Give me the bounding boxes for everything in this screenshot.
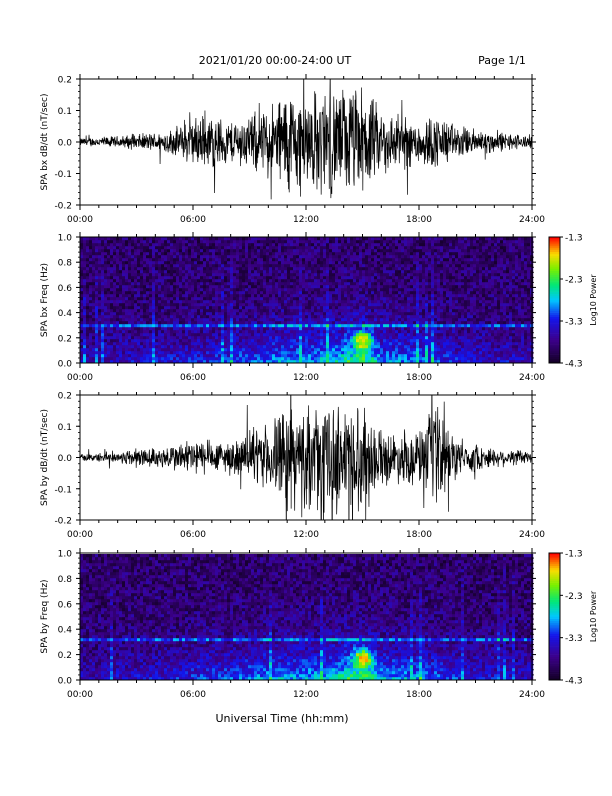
y-axis-label: SPA by dB/dt (nT/sec) <box>40 409 50 506</box>
colorbar-tick-label: -2.3 <box>565 276 583 286</box>
y-tick-label: 0.6 <box>58 284 73 294</box>
x-tick-label: 24:00 <box>519 530 545 540</box>
x-tick-label: 12:00 <box>293 530 319 540</box>
page-title: 2021/01/20 00:00-24:00 UT <box>199 54 352 67</box>
bx-dbdt-panel: -0.2 -0.1 0.0 0.1 0.2 00:00 06:00 12:00 18:00 24:… <box>40 52 545 225</box>
spectrogram <box>80 237 533 363</box>
x-axis-label: Universal Time (hh:mm) <box>216 712 349 725</box>
y-tick-label: 1.0 <box>58 234 73 244</box>
colorbar-tick-label: -1.3 <box>565 550 583 560</box>
colorbar-tick-label: -2.3 <box>565 592 583 602</box>
x-tick-label: 00:00 <box>67 690 93 700</box>
y-tick-label: 0.1 <box>58 423 72 433</box>
y-tick-label: 0.1 <box>58 107 72 117</box>
y-tick-label: -0.1 <box>54 170 72 180</box>
page-number: Page 1/1 <box>478 54 526 67</box>
x-tick-label: 00:00 <box>67 215 93 225</box>
x-tick-label: 24:00 <box>519 215 545 225</box>
x-tick-label: 18:00 <box>406 690 432 700</box>
colorbar-tick-label: -3.3 <box>565 318 583 328</box>
colorbar-label: Log10 Power <box>589 274 598 326</box>
y-tick-label: 0.0 <box>58 454 73 464</box>
y-tick-label: 0.8 <box>58 259 73 269</box>
colorbar-tick-label: -1.3 <box>565 234 583 244</box>
by-spectrogram-panel: -1.3 -2.3 -3.3 -4.3 Log10 Power 0.0 0.2 0.4 0.6 0… <box>40 548 598 700</box>
y-tick-label: 1.0 <box>58 550 73 560</box>
x-tick-label: 00:00 <box>67 530 93 540</box>
series-line <box>80 52 532 200</box>
y-tick-label: 0.2 <box>58 651 72 661</box>
y-tick-label: 0.8 <box>58 575 73 585</box>
x-tick-label: 00:00 <box>67 373 93 383</box>
colorbar: -1.3 -2.3 -3.3 -4.3 Log10 Power <box>549 234 598 370</box>
x-tick-label: 06:00 <box>180 215 206 225</box>
y-tick-label: -0.2 <box>54 517 72 527</box>
y-tick-label: 0.0 <box>58 677 73 687</box>
x-tick-label: 06:00 <box>180 530 206 540</box>
colorbar: -1.3 -2.3 -3.3 -4.3 Log10 Power <box>549 550 598 687</box>
x-tick-label: 18:00 <box>406 373 432 383</box>
x-tick-label: 12:00 <box>293 373 319 383</box>
bx-spectrogram-panel: -1.3 -2.3 -3.3 -4.3 Log10 Power 0.0 0.2 0.4 0.6 0… <box>40 232 598 383</box>
x-tick-label: 12:00 <box>293 690 319 700</box>
spectrogram <box>80 554 533 680</box>
y-tick-label: 0.0 <box>58 360 73 370</box>
x-tick-label: 06:00 <box>180 373 206 383</box>
x-tick-label: 12:00 <box>293 215 319 225</box>
colorbar-label: Log10 Power <box>589 590 598 642</box>
y-tick-label: 0.0 <box>58 139 73 149</box>
x-tick-label: 24:00 <box>519 373 545 383</box>
y-tick-label: 0.4 <box>58 309 73 319</box>
x-tick-label: 24:00 <box>519 690 545 700</box>
y-tick-label: -0.1 <box>54 485 72 495</box>
y-tick-label: 0.2 <box>58 392 72 402</box>
y-tick-label: 0.2 <box>58 76 72 86</box>
y-tick-label: 0.6 <box>58 600 73 610</box>
y-tick-label: 0.2 <box>58 334 72 344</box>
y-axis-label: SPA by Freq (Hz) <box>40 579 50 653</box>
colorbar-tick-label: -4.3 <box>565 360 583 370</box>
x-tick-label: 18:00 <box>406 530 432 540</box>
y-axis-label: SPA bx Freq (Hz) <box>40 263 50 337</box>
x-tick-label: 18:00 <box>406 215 432 225</box>
x-tick-label: 06:00 <box>180 690 206 700</box>
y-axis-label: SPA bx dB/dt (nT/sec) <box>40 94 50 191</box>
y-tick-label: -0.2 <box>54 202 72 212</box>
colorbar-tick-label: -3.3 <box>565 634 583 644</box>
y-tick-label: 0.4 <box>58 626 73 636</box>
colorbar-tick-label: -4.3 <box>565 677 583 687</box>
